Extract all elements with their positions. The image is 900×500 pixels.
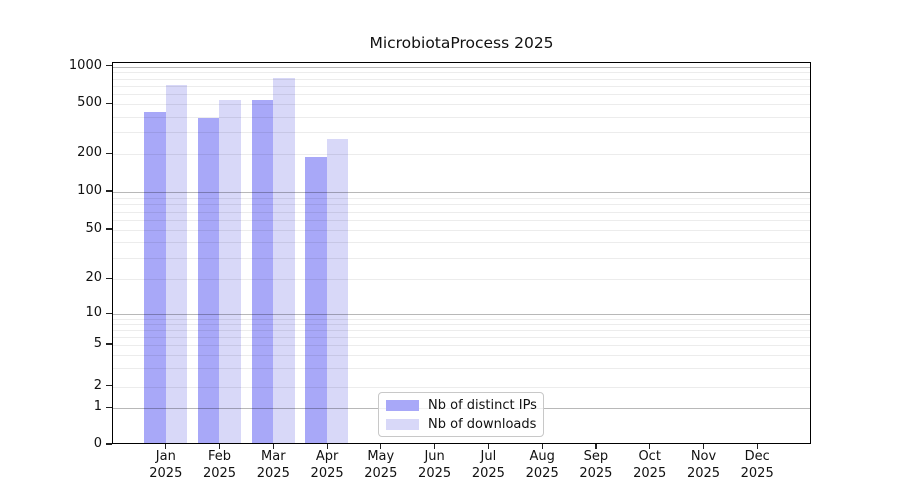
- x-tick-year: 2025: [740, 465, 774, 481]
- gridline-minor: [113, 78, 810, 80]
- y-tick-label: 1000: [68, 57, 102, 73]
- bar-feb-downloads: [219, 99, 241, 443]
- x-tick-month: Jan: [155, 449, 176, 464]
- gridline-minor: [113, 104, 810, 106]
- legend-label: Nb of downloads: [428, 417, 537, 432]
- x-tick-mark: [218, 444, 221, 449]
- y-tick-mark: [106, 228, 112, 230]
- x-tick-month: Jun: [424, 449, 445, 464]
- x-tick-mark: [595, 444, 597, 449]
- y-tick-label: 50: [85, 221, 102, 236]
- x-tick-label-feb: Feb 2025: [192, 449, 248, 482]
- bar-apr-distinct-ips: [305, 157, 327, 443]
- y-tick-label: 0: [93, 436, 102, 451]
- x-tick-month: Jul: [480, 449, 497, 464]
- x-tick-mark: [326, 444, 328, 449]
- x-tick-year: 2025: [525, 465, 559, 481]
- x-tick-month: Nov: [690, 449, 717, 464]
- x-tick-year: 2025: [149, 465, 183, 481]
- legend-swatch: [386, 400, 419, 411]
- x-tick-month: Dec: [744, 449, 770, 464]
- y-tick-label: 2: [93, 377, 102, 393]
- x-tick-label-jul: Jul 2025: [460, 449, 516, 482]
- plot-area: Nb of distinct IPs Nb of downloads: [112, 62, 811, 444]
- y-tick-mark: [106, 343, 112, 345]
- y-tick-label: 500: [77, 95, 102, 111]
- y-tick-mark: [106, 277, 112, 279]
- y-tick-mark: [106, 406, 112, 408]
- y-tick-mark: [106, 152, 112, 154]
- bar-apr-downloads: [326, 138, 349, 443]
- gridline-minor: [113, 72, 810, 74]
- x-tick-month: Aug: [529, 449, 555, 464]
- x-tick-label-sep: Sep 2025: [568, 449, 624, 482]
- gridline-major: [113, 66, 810, 68]
- x-tick-mark: [272, 444, 274, 449]
- legend-label: Nb of distinct IPs: [428, 398, 537, 413]
- x-tick-label-jan: Jan 2025: [138, 449, 194, 482]
- x-tick-mark: [434, 444, 436, 449]
- bar-mar-distinct-ips: [251, 100, 273, 443]
- x-tick-month: Oct: [638, 449, 661, 464]
- x-tick-year: 2025: [579, 465, 613, 481]
- x-tick-mark: [165, 444, 167, 449]
- y-tick-mark: [106, 65, 112, 67]
- x-tick-label-jun: Jun 2025: [407, 449, 463, 482]
- x-tick-year: 2025: [202, 465, 237, 481]
- gridline-minor: [113, 86, 810, 87]
- x-tick-year: 2025: [471, 465, 505, 481]
- x-tick-label-oct: Oct 2025: [622, 449, 678, 482]
- y-tick-label: 1: [93, 399, 102, 415]
- bar-feb-distinct-ips: [197, 117, 220, 443]
- y-tick-label: 20: [85, 270, 102, 286]
- x-tick-year: 2025: [418, 465, 452, 481]
- y-tick-label: 100: [77, 183, 102, 198]
- x-tick-mark: [487, 444, 490, 449]
- x-tick-month: Feb: [207, 449, 232, 464]
- bar-jan-distinct-ips: [144, 111, 166, 443]
- x-tick-mark: [756, 444, 758, 449]
- x-tick-label-aug: Aug 2025: [514, 449, 570, 482]
- y-tick-mark: [106, 102, 112, 104]
- x-tick-mark: [541, 444, 543, 449]
- x-tick-label-mar: Mar 2025: [245, 449, 301, 482]
- legend: Nb of distinct IPs Nb of downloads: [378, 392, 544, 437]
- x-tick-year: 2025: [686, 465, 721, 481]
- x-tick-month: Apr: [315, 449, 339, 464]
- x-tick-label-dec: Dec 2025: [729, 449, 785, 482]
- gridline-minor: [113, 94, 810, 96]
- x-tick-mark: [380, 444, 382, 449]
- x-tick-mark: [702, 444, 705, 449]
- x-tick-year: 2025: [633, 465, 667, 481]
- x-tick-year: 2025: [364, 465, 398, 481]
- x-tick-year: 2025: [256, 465, 290, 481]
- x-tick-month: May: [367, 449, 395, 464]
- x-tick-label-apr: Apr 2025: [299, 449, 355, 482]
- y-tick-mark: [106, 312, 112, 314]
- y-tick-mark: [106, 385, 112, 387]
- x-tick-month: Mar: [261, 449, 286, 464]
- bar-jan-downloads: [165, 84, 187, 443]
- y-tick-mark: [106, 443, 112, 445]
- x-tick-label-nov: Nov 2025: [676, 449, 732, 482]
- x-tick-label-may: May 2025: [353, 449, 409, 482]
- y-tick-label: 5: [93, 336, 102, 351]
- y-tick-label: 200: [77, 145, 102, 161]
- legend-swatch: [386, 419, 419, 430]
- y-tick-label: 10: [85, 305, 102, 321]
- x-tick-month: Sep: [583, 449, 609, 464]
- y-tick-mark: [106, 190, 112, 192]
- x-tick-mark: [649, 444, 651, 449]
- legend-item: Nb of distinct IPs: [379, 396, 543, 415]
- chart-title: MicrobiotaProcess 2025: [369, 34, 554, 52]
- legend-item: Nb of downloads: [379, 415, 543, 434]
- x-tick-year: 2025: [310, 465, 344, 481]
- bar-mar-downloads: [273, 78, 295, 443]
